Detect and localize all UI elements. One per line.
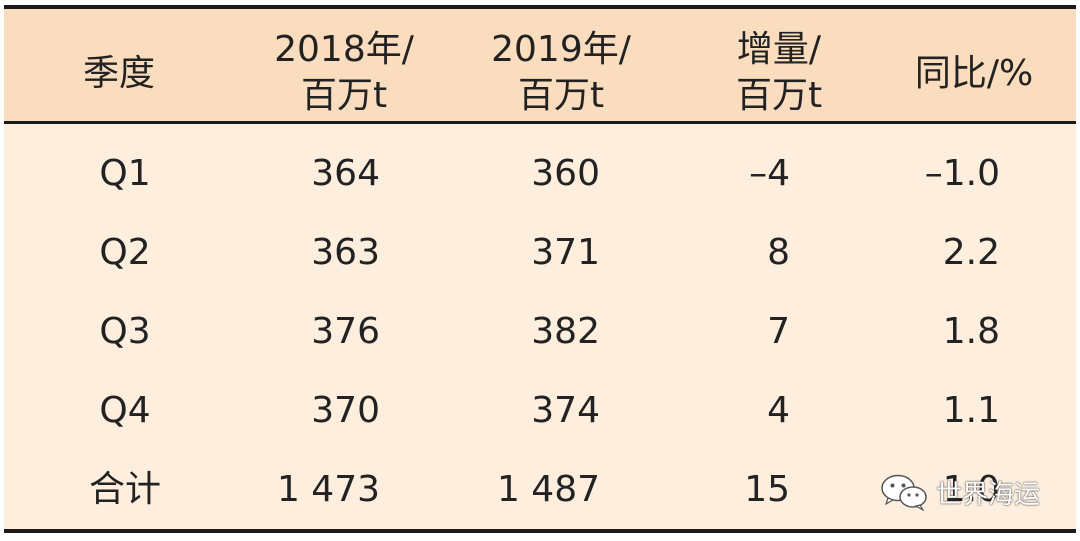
header-increase-line2: 百万t bbox=[735, 75, 823, 116]
header-increase: 增量/ 百万t bbox=[709, 27, 849, 119]
row-q4-quarter: Q4 bbox=[99, 390, 151, 431]
header-2019-line2: 百万t bbox=[517, 75, 605, 116]
row-total-label: 合计 bbox=[88, 469, 161, 510]
row-q1-increase: –4 bbox=[749, 153, 790, 194]
row-q3-increase: 7 bbox=[767, 311, 790, 352]
watermark-text: 世界海运 bbox=[936, 479, 1041, 510]
row-q2-increase: 8 bbox=[767, 232, 790, 273]
row-total-2019: 1 487 bbox=[496, 469, 600, 510]
table-top-rule bbox=[4, 5, 1076, 9]
row-q1-2019: 360 bbox=[531, 153, 600, 194]
header-quarter: 季度 bbox=[82, 53, 155, 94]
wechat-icon bbox=[881, 474, 927, 511]
header-yoy: 同比/% bbox=[914, 53, 1034, 94]
row-total-2018: 1 473 bbox=[276, 469, 380, 510]
header-2019-line1: 2019年/ bbox=[491, 29, 631, 70]
row-q3-yoy: 1.8 bbox=[942, 311, 1000, 352]
row-q2-quarter: Q2 bbox=[99, 232, 151, 273]
row-q3-2018: 376 bbox=[311, 311, 380, 352]
header-2018-line1: 2018年/ bbox=[274, 29, 414, 70]
header-2018-line2: 百万t bbox=[300, 75, 388, 116]
header-2019: 2019年/ 百万t bbox=[491, 27, 631, 119]
watermark: 世界海运 bbox=[880, 470, 1040, 514]
row-q1-2018: 364 bbox=[311, 153, 380, 194]
header-increase-line1: 增量/ bbox=[736, 29, 822, 70]
row-q4-2019: 374 bbox=[531, 390, 600, 431]
row-q2-yoy: 2.2 bbox=[942, 232, 1000, 273]
row-total-increase: 15 bbox=[744, 469, 790, 510]
row-q4-2018: 370 bbox=[311, 390, 380, 431]
table-body bbox=[4, 124, 1076, 529]
row-total-yoy: 1.0 bbox=[942, 469, 1000, 510]
row-q3-2019: 382 bbox=[531, 311, 600, 352]
row-q3-quarter: Q3 bbox=[99, 311, 151, 352]
row-q2-2018: 363 bbox=[311, 232, 380, 273]
row-q4-increase: 4 bbox=[767, 390, 790, 431]
row-q1-yoy: –1.0 bbox=[924, 153, 1000, 194]
header-2018: 2018年/ 百万t bbox=[274, 27, 414, 119]
table-bottom-rule bbox=[4, 529, 1076, 533]
row-q4-yoy: 1.1 bbox=[942, 390, 1000, 431]
row-q1-quarter: Q1 bbox=[99, 153, 151, 194]
table-header: 季度 2018年/ 百万t 2019年/ 百万t 增量/ 百万t 同比/% bbox=[4, 9, 1076, 121]
row-q2-2019: 371 bbox=[531, 232, 600, 273]
table-header-rule bbox=[4, 121, 1076, 124]
